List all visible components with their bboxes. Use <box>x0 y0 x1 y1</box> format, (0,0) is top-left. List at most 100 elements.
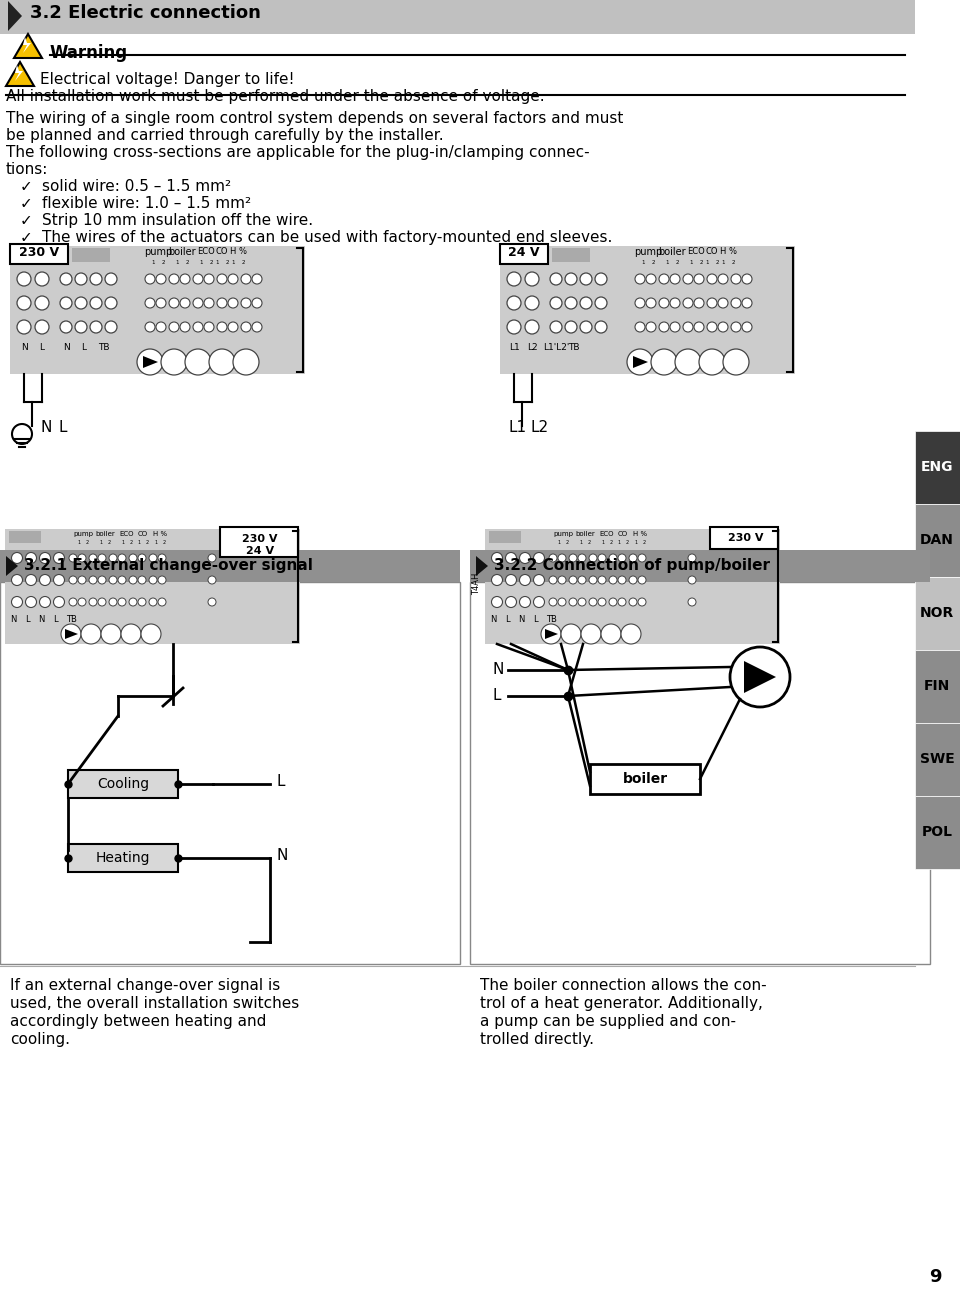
Text: T4AH: T4AH <box>472 572 482 595</box>
Polygon shape <box>476 556 488 576</box>
Circle shape <box>694 322 704 333</box>
Text: ECO: ECO <box>600 531 614 537</box>
Circle shape <box>204 322 214 333</box>
Circle shape <box>659 322 669 333</box>
Polygon shape <box>545 629 558 639</box>
Circle shape <box>683 274 693 284</box>
Circle shape <box>718 299 728 308</box>
Circle shape <box>252 322 262 333</box>
Text: L: L <box>533 615 538 625</box>
Text: L: L <box>492 689 500 703</box>
Text: N: N <box>490 615 496 625</box>
Circle shape <box>578 599 586 606</box>
Circle shape <box>17 273 31 286</box>
Text: N: N <box>10 615 16 625</box>
Circle shape <box>742 322 752 333</box>
Circle shape <box>35 296 49 310</box>
Polygon shape <box>8 1 22 31</box>
Circle shape <box>145 299 155 308</box>
Circle shape <box>228 274 238 284</box>
Text: cooling.: cooling. <box>10 1031 70 1047</box>
Circle shape <box>580 321 592 333</box>
Circle shape <box>558 576 566 584</box>
Circle shape <box>707 322 717 333</box>
Text: TB: TB <box>98 343 109 352</box>
Text: SWE: SWE <box>920 752 954 765</box>
Text: flexible wire: 1.0 – 1.5 mm²: flexible wire: 1.0 – 1.5 mm² <box>42 196 252 211</box>
Circle shape <box>629 554 637 562</box>
Bar <box>68 844 178 872</box>
Text: The wires of the actuators can be used with factory-mounted end sleeves.: The wires of the actuators can be used w… <box>42 230 612 245</box>
Text: 2: 2 <box>241 259 245 265</box>
Text: 1: 1 <box>176 259 179 265</box>
Circle shape <box>17 296 31 310</box>
Circle shape <box>580 297 592 309</box>
Circle shape <box>98 576 106 584</box>
Circle shape <box>598 576 606 584</box>
Circle shape <box>156 322 166 333</box>
Text: N: N <box>20 343 28 352</box>
Circle shape <box>580 273 592 286</box>
Circle shape <box>98 599 106 606</box>
Circle shape <box>193 322 203 333</box>
Circle shape <box>659 299 669 308</box>
Text: DAN: DAN <box>920 533 954 546</box>
Bar <box>500 246 795 374</box>
Circle shape <box>629 576 637 584</box>
Text: 24 V: 24 V <box>246 546 274 556</box>
Circle shape <box>89 554 97 562</box>
Circle shape <box>241 322 251 333</box>
Circle shape <box>707 299 717 308</box>
Bar <box>0 550 460 582</box>
Text: Electrical voltage! Danger to life!: Electrical voltage! Danger to life! <box>40 72 295 87</box>
Circle shape <box>217 274 227 284</box>
Circle shape <box>549 554 557 562</box>
Circle shape <box>561 625 581 644</box>
Circle shape <box>252 299 262 308</box>
Text: boiler: boiler <box>95 531 115 537</box>
Circle shape <box>158 599 166 606</box>
Circle shape <box>742 274 752 284</box>
Text: 2: 2 <box>162 540 165 545</box>
Circle shape <box>60 273 72 286</box>
Circle shape <box>609 599 617 606</box>
Circle shape <box>138 576 146 584</box>
Circle shape <box>549 576 557 584</box>
Circle shape <box>549 599 557 606</box>
Circle shape <box>688 599 696 606</box>
Text: 230 V: 230 V <box>19 246 60 259</box>
Circle shape <box>519 553 531 563</box>
Circle shape <box>209 349 235 376</box>
Text: The following cross-sections are applicable for the plug-in/clamping connec-: The following cross-sections are applica… <box>6 145 589 160</box>
Polygon shape <box>6 63 34 86</box>
Circle shape <box>208 599 216 606</box>
Circle shape <box>718 274 728 284</box>
Circle shape <box>138 554 146 562</box>
Text: 1: 1 <box>580 540 583 545</box>
Circle shape <box>98 554 106 562</box>
Circle shape <box>589 576 597 584</box>
Circle shape <box>208 554 216 562</box>
Text: 1: 1 <box>78 540 81 545</box>
Circle shape <box>618 576 626 584</box>
Text: solid wire: 0.5 – 1.5 mm²: solid wire: 0.5 – 1.5 mm² <box>42 179 231 194</box>
Text: H %: H % <box>719 248 736 257</box>
Text: 2: 2 <box>130 540 132 545</box>
Circle shape <box>569 554 577 562</box>
Text: FIN: FIN <box>924 679 950 692</box>
Circle shape <box>109 599 117 606</box>
Text: The wiring of a single room control system depends on several factors and must: The wiring of a single room control syst… <box>6 111 623 126</box>
Circle shape <box>598 554 606 562</box>
Circle shape <box>675 349 701 376</box>
Circle shape <box>145 322 155 333</box>
Circle shape <box>646 299 656 308</box>
Circle shape <box>169 299 179 308</box>
Circle shape <box>54 596 64 608</box>
Circle shape <box>180 322 190 333</box>
Circle shape <box>541 625 561 644</box>
Text: N: N <box>517 615 524 625</box>
Circle shape <box>141 625 161 644</box>
Text: 3.2.2 Connection of pump/boiler: 3.2.2 Connection of pump/boiler <box>494 558 770 572</box>
Circle shape <box>241 299 251 308</box>
Text: 1: 1 <box>215 259 219 265</box>
